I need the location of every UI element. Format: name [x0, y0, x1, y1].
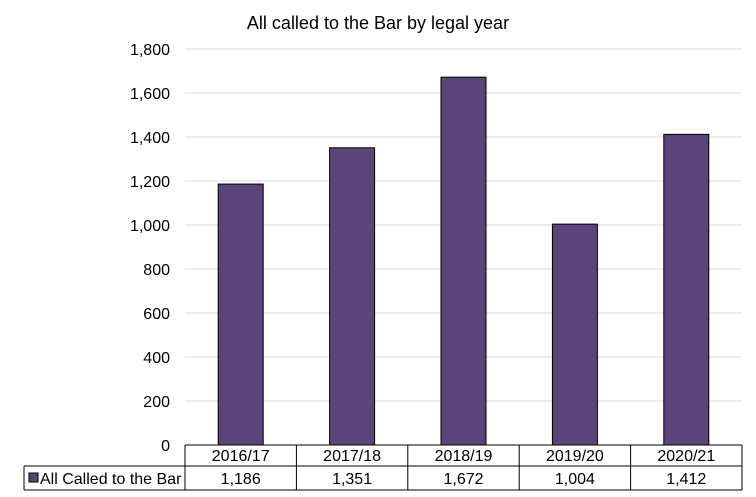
bar — [440, 76, 487, 446]
y-tick-label: 800 — [143, 262, 170, 279]
y-tick-label: 1,600 — [130, 86, 170, 103]
category-label: 2020/21 — [657, 448, 715, 465]
category-label: 2019/20 — [546, 448, 604, 465]
value-label: 1,351 — [332, 471, 372, 488]
category-labels: 2016/17 2017/18 2018/19 2019/20 2020/21 — [212, 448, 716, 465]
value-label: 1,004 — [555, 471, 595, 488]
chart-title: All called to the Bar by legal year — [247, 13, 509, 33]
y-tick-label: 400 — [143, 350, 170, 367]
y-tick-label: 200 — [143, 394, 170, 411]
y-tick-label: 600 — [143, 306, 170, 323]
legend-key — [28, 472, 39, 483]
value-label: 1,412 — [666, 471, 706, 488]
y-tick-label: 1,800 — [130, 42, 170, 59]
value-label: 1,672 — [443, 471, 483, 488]
y-tick-label: 1,000 — [130, 218, 170, 235]
data-table: All Called to the Bar 2016/17 2017/18 2018… — [23, 444, 743, 491]
bars — [217, 76, 710, 446]
bar — [663, 133, 710, 446]
category-label: 2017/18 — [323, 448, 381, 465]
bar — [329, 147, 376, 446]
y-axis-ticks: 0 200 400 600 800 1,000 1,200 1,400 1,600 1,800 — [130, 42, 170, 455]
category-label: 2018/19 — [435, 448, 493, 465]
category-label: 2016/17 — [212, 448, 270, 465]
y-tick-label: 0 — [161, 438, 170, 455]
y-tick-label: 1,400 — [130, 130, 170, 147]
bar — [551, 223, 598, 446]
value-label: 1,186 — [221, 471, 261, 488]
series-name-label: All Called to the Bar — [40, 471, 182, 488]
y-tick-label: 1,200 — [130, 174, 170, 191]
bar — [217, 183, 264, 446]
value-labels: 1,186 1,351 1,672 1,004 1,412 — [221, 471, 707, 488]
table-lines — [23, 444, 743, 491]
